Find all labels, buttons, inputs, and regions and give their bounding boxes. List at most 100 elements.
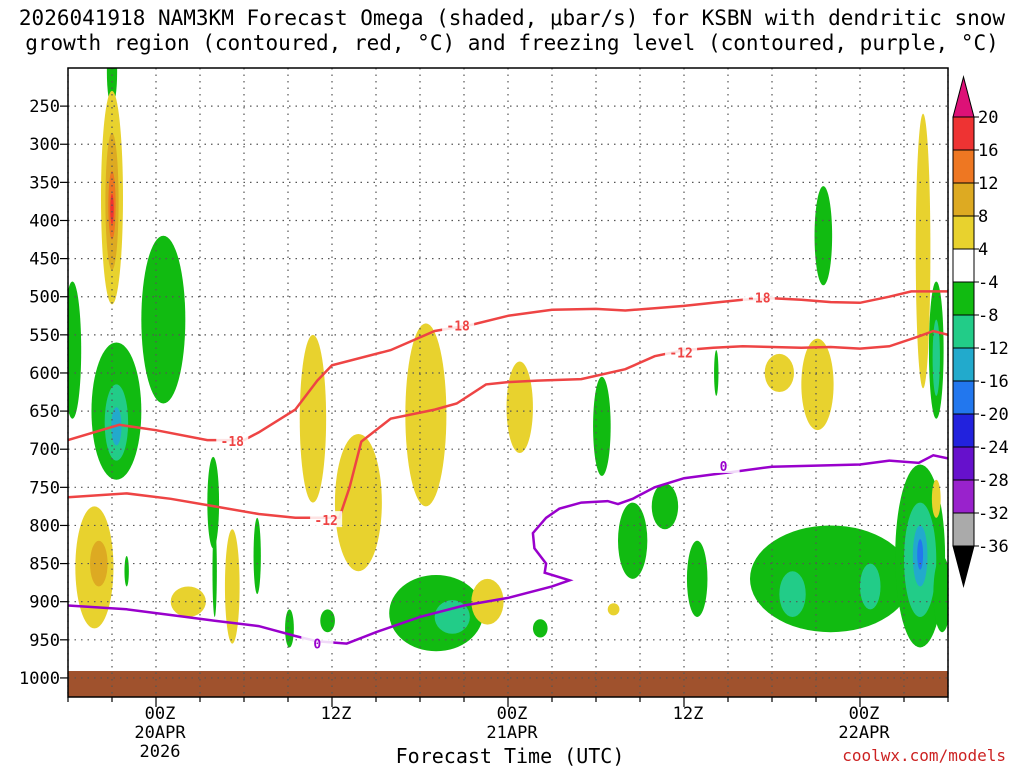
colorbar-segment xyxy=(952,479,975,514)
contour-labels: -18 -18 -18 -12 -12 0 0 xyxy=(216,288,775,653)
y-tick-label: 650 xyxy=(29,402,60,422)
omega-region-14 xyxy=(124,555,129,587)
contour--18C xyxy=(68,290,948,442)
omega-region-11 xyxy=(90,540,108,587)
omega-region-20 xyxy=(334,433,382,572)
colorbar-segment xyxy=(952,512,975,547)
y-tick-label: 350 xyxy=(29,173,60,193)
colorbar-segment xyxy=(952,149,975,184)
contour-label-bg xyxy=(707,456,740,473)
colorbar-segment xyxy=(952,182,975,217)
x-tick-label: 00Z xyxy=(849,704,880,724)
omega-region-16 xyxy=(224,529,240,644)
contour-label: 0 xyxy=(313,638,321,653)
omega-region-34 xyxy=(764,353,794,393)
contour-label: -12 xyxy=(314,514,337,529)
colorbar-segment xyxy=(952,116,975,151)
omega-shading xyxy=(68,68,948,652)
omega-region-33 xyxy=(714,350,719,396)
x-tick-label: 2026 xyxy=(140,742,181,762)
omega-region-15 xyxy=(170,586,206,617)
colorbar-label: -16 xyxy=(978,372,1009,392)
y-tick-label: 600 xyxy=(29,364,60,384)
contour-label: 0 xyxy=(720,460,728,475)
colorbar-label: 16 xyxy=(978,141,998,161)
y-tick-label: 450 xyxy=(29,250,60,270)
contour-label: -12 xyxy=(669,346,692,361)
colorbar-label: -28 xyxy=(978,471,1009,491)
omega-region-32 xyxy=(686,540,708,617)
omega-region-47 xyxy=(931,479,941,518)
omega-region-26 xyxy=(506,361,533,454)
colorbar-segment xyxy=(952,248,975,283)
y-tick-label: 950 xyxy=(29,631,60,651)
omega-region-40 xyxy=(915,113,931,389)
colorbar-segment xyxy=(952,446,975,481)
colorbar: 20 16 12 8 4 -4 -8 -12 -16 -20 -24 -28 -32 -36 xyxy=(952,75,1009,588)
omega-region-38 xyxy=(779,571,806,617)
colorbar-segment xyxy=(952,347,975,382)
x-tick-label: 22APR xyxy=(838,723,890,743)
y-tick-label: 850 xyxy=(29,555,60,575)
colorbar-label: 20 xyxy=(978,108,998,128)
colorbar-label: -8 xyxy=(978,306,998,326)
colorbar-bottom-arrow xyxy=(952,545,975,588)
omega-region-27 xyxy=(532,619,548,638)
colorbar-label: 4 xyxy=(978,240,988,260)
colorbar-label: -36 xyxy=(978,537,1009,557)
colorbar-segment xyxy=(952,215,975,250)
omega-region-21 xyxy=(320,609,335,633)
omega-region-6 xyxy=(141,235,186,404)
y-tick-label: 550 xyxy=(29,326,60,346)
colorbar-label: -24 xyxy=(978,438,1009,458)
colorbar-label: -32 xyxy=(978,504,1009,524)
colorbar-label: -20 xyxy=(978,405,1009,425)
contour-label: -18 xyxy=(747,291,771,306)
y-tick-label: 700 xyxy=(29,440,60,460)
chart-title-line1: 2026041918 NAM3KM Forecast Omega (shaded… xyxy=(18,6,1006,30)
y-tick-label: 250 xyxy=(29,97,60,117)
y-tick-label: 900 xyxy=(29,593,60,613)
omega-region-31 xyxy=(651,483,679,530)
omega-region-39 xyxy=(860,563,881,610)
contour-label-bg xyxy=(310,511,343,528)
omega-region-12 xyxy=(207,456,220,549)
y-tick-label: 750 xyxy=(29,478,60,498)
y-tick-label: 300 xyxy=(29,135,60,155)
y-tick-label: 400 xyxy=(29,211,60,231)
y-tick-label: 1000 xyxy=(19,669,60,689)
omega-region-24 xyxy=(434,600,470,634)
contour-label-bg xyxy=(665,343,698,360)
omega-region-17 xyxy=(253,517,261,595)
contour-label-bg xyxy=(216,431,249,448)
x-tick-label: 21APR xyxy=(486,723,538,743)
omega-region-37 xyxy=(750,525,912,633)
y-tick-label: 800 xyxy=(29,516,60,536)
omega-region-36 xyxy=(814,186,833,286)
x-axis-label: Forecast Time (UTC) xyxy=(395,744,625,768)
chart-title-line2: growth region (contoured, red, °C) and f… xyxy=(25,31,999,55)
omega-region-5 xyxy=(68,281,82,419)
omega-region-35 xyxy=(801,338,834,431)
omega-region-44 xyxy=(917,539,924,570)
colorbar-segment xyxy=(952,314,975,349)
omega-region-4 xyxy=(110,193,114,225)
omega-region-48 xyxy=(933,555,948,633)
omega-region-18 xyxy=(285,609,294,648)
y-axis: 250 300 350 400 450 500 550 600 650 700 750 800 850 9… xyxy=(19,97,68,689)
colorbar-label: 12 xyxy=(978,174,998,194)
omega-region-22 xyxy=(405,323,447,507)
omega-region-30 xyxy=(618,502,648,579)
contour-lines xyxy=(68,290,948,645)
colorbar-label: -12 xyxy=(978,339,1009,359)
omega-region-19 xyxy=(299,334,327,503)
x-tick-label: 12Z xyxy=(321,704,352,724)
site-credit: coolwx.com/models xyxy=(842,746,1006,765)
omega-region-29 xyxy=(593,376,611,476)
contour--12C xyxy=(68,329,948,520)
colorbar-top-arrow xyxy=(952,75,975,118)
x-tick-label: 20APR xyxy=(134,723,186,743)
y-tick-label: 500 xyxy=(29,288,60,308)
